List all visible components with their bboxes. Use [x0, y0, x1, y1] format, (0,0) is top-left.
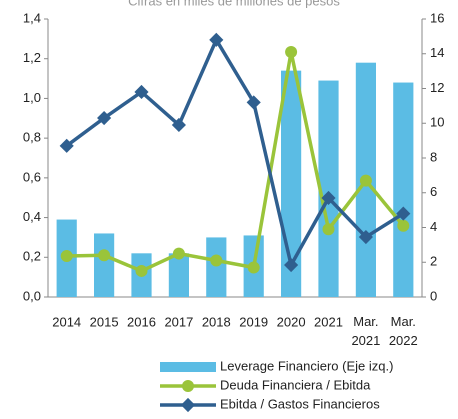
x-tick-label: 2021 [314, 314, 343, 329]
x-tick-label: 2019 [239, 314, 268, 329]
y2-tick-label: 4 [430, 219, 437, 234]
x-tick-label: 2015 [90, 314, 119, 329]
x-tick-label: Mar. 2021 [351, 314, 380, 348]
line-marker [182, 380, 194, 392]
y2-tick-label: 2 [430, 254, 437, 269]
y-tick-label: 0,0 [23, 288, 41, 303]
y2-tick-label: 14 [430, 45, 444, 60]
line-marker [172, 247, 185, 260]
y2-tick-label: 8 [430, 149, 437, 164]
x-tick-label: 2016 [127, 314, 156, 329]
line-marker [359, 174, 372, 187]
y-tick-label: 0,8 [23, 130, 41, 145]
y2-tick-label: 6 [430, 184, 437, 199]
x-tick-label: 2018 [202, 314, 231, 329]
line-marker [60, 249, 73, 262]
y-tick-label: 1,4 [23, 10, 41, 25]
x-tick-label-part: 2021 [351, 333, 380, 348]
y-tick-label: 0,2 [23, 249, 41, 264]
line-marker [285, 46, 298, 59]
line-marker [180, 397, 196, 413]
x-tick-label: 2014 [52, 314, 81, 329]
y-tick-label: 1,2 [23, 50, 41, 65]
line-marker [358, 229, 373, 245]
legend-label: Deuda Financiera / Ebitda [220, 377, 371, 392]
x-tick-label: 2017 [164, 314, 193, 329]
x-tick-label-part: Mar. [353, 314, 378, 329]
series-line [65, 36, 405, 270]
line-marker [210, 254, 223, 267]
x-tick-label-part: Mar. [391, 314, 416, 329]
series-line [66, 51, 405, 273]
line-marker [396, 206, 411, 221]
line-marker [321, 190, 336, 206]
y-tick-label: 0,6 [23, 169, 41, 184]
bar [94, 233, 115, 297]
line-marker [322, 223, 335, 236]
bar [168, 253, 189, 297]
line-marker [284, 257, 299, 273]
bar [318, 80, 339, 297]
y2-tick-label: 16 [430, 10, 444, 25]
line-marker [247, 261, 260, 274]
y2-tick-label: 12 [430, 80, 444, 95]
x-tick-label: 2020 [277, 314, 306, 329]
y-tick-label: 1,0 [23, 90, 41, 105]
x-tick-label-part: 2022 [389, 333, 418, 348]
chart-title: Cifras en miles de millones de pesos [128, 0, 340, 8]
x-tick-label: Mar. 2022 [389, 314, 418, 348]
line-marker [135, 264, 148, 277]
legend-label: Leverage Financiero (Eje izq.) [220, 358, 393, 373]
bar [206, 237, 227, 297]
bar [393, 82, 414, 298]
y2-tick-label: 10 [430, 115, 444, 130]
y-tick-label: 0,4 [23, 209, 41, 224]
line-marker [397, 219, 410, 232]
y2-tick-label: 0 [430, 288, 437, 303]
legend-label: Ebitda / Gastos Financieros [220, 396, 380, 411]
line-marker [98, 249, 111, 262]
legend-swatch [160, 362, 216, 372]
